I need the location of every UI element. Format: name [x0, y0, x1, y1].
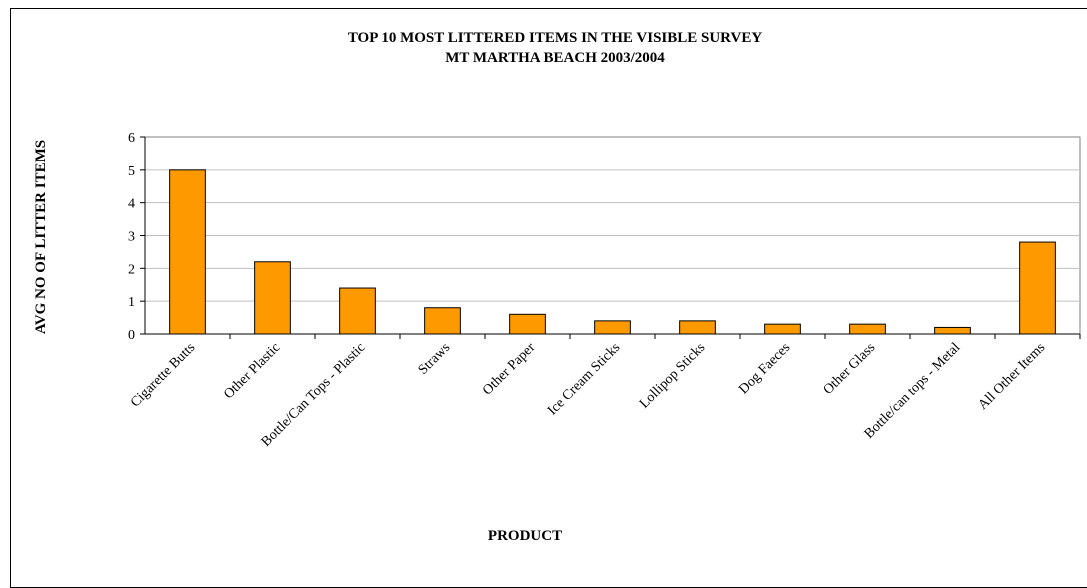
category-label: Other Paper: [480, 340, 538, 398]
y-tick-label: 1: [128, 295, 135, 310]
x-axis-title: PRODUCT: [488, 528, 562, 544]
bar: [254, 261, 291, 335]
bar: [764, 323, 801, 335]
category-label: Other Plastic: [221, 340, 283, 402]
bar: [424, 307, 461, 335]
y-axis-title: AVG NO OF LITTER ITEMS: [33, 140, 49, 334]
category-label: Straws: [416, 340, 454, 378]
category-label: All Other Items: [976, 340, 1049, 413]
y-tick-label: 3: [128, 230, 135, 245]
category-label: Dog Faeces: [736, 340, 793, 397]
chart-subtitle: MT MARTHA BEACH 2003/2004: [445, 50, 665, 66]
bar: [849, 323, 886, 335]
y-tick-label: 6: [128, 131, 135, 146]
bar: [169, 169, 206, 335]
bar: [339, 287, 376, 335]
bar: [934, 326, 971, 335]
y-tick-label: 4: [128, 197, 135, 212]
bar: [679, 320, 716, 335]
y-tick-label: 5: [128, 164, 135, 179]
chart-title: TOP 10 MOST LITTERED ITEMS IN THE VISIBL…: [348, 30, 762, 46]
y-tick-label: 0: [128, 328, 135, 343]
plot-area: 0 1 2 3 4 5 6 Cigarette Butts Other Plastic Bottl…: [128, 131, 1081, 450]
bar: [1019, 241, 1056, 335]
bar: [509, 313, 546, 335]
bar: [594, 320, 631, 335]
bar-chart: TOP 10 MOST LITTERED ITEMS IN THE VISIBL…: [33, 30, 1081, 544]
category-label: Ice Cream Sticks: [545, 340, 623, 418]
category-label: Cigarette Butts: [128, 340, 198, 410]
category-label: Lollipop Sticks: [637, 340, 708, 411]
category-label: Bottle/can tops - Metal: [862, 340, 964, 442]
category-label: Other Glass: [821, 340, 879, 398]
y-tick-label: 2: [128, 262, 135, 277]
